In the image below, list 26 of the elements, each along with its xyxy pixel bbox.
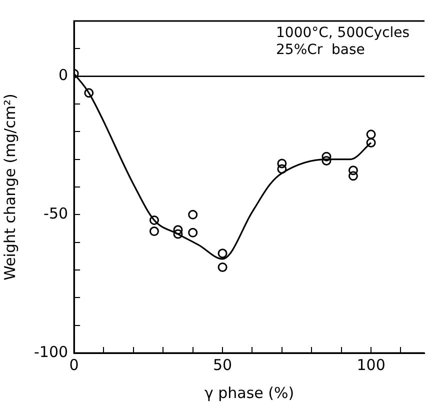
y-tick-label: 0 bbox=[58, 66, 68, 84]
annotation: 1000°C, 500Cycles bbox=[276, 25, 410, 42]
point bbox=[218, 262, 228, 272]
point bbox=[366, 138, 376, 148]
point bbox=[84, 88, 94, 98]
point bbox=[218, 248, 228, 258]
x-tick-label: 50 bbox=[212, 356, 232, 374]
point bbox=[277, 164, 287, 174]
point bbox=[149, 215, 159, 225]
y-tick-label: -50 bbox=[44, 204, 68, 223]
point bbox=[322, 152, 332, 162]
annotation: 25%Cr base bbox=[276, 42, 366, 59]
point bbox=[366, 130, 376, 140]
x-axis-title: γ phase (%) bbox=[204, 384, 294, 402]
y-axis-title: Weight change (mg/cm²) bbox=[0, 94, 19, 280]
point bbox=[149, 226, 159, 236]
point bbox=[188, 210, 198, 220]
point bbox=[322, 156, 332, 166]
x-tick-label: 100 bbox=[356, 356, 386, 374]
point bbox=[348, 171, 358, 181]
y-tick-label: -100 bbox=[34, 342, 68, 361]
point bbox=[188, 228, 198, 238]
point bbox=[173, 225, 183, 235]
point bbox=[348, 166, 358, 176]
point bbox=[173, 229, 183, 239]
point bbox=[277, 158, 287, 168]
